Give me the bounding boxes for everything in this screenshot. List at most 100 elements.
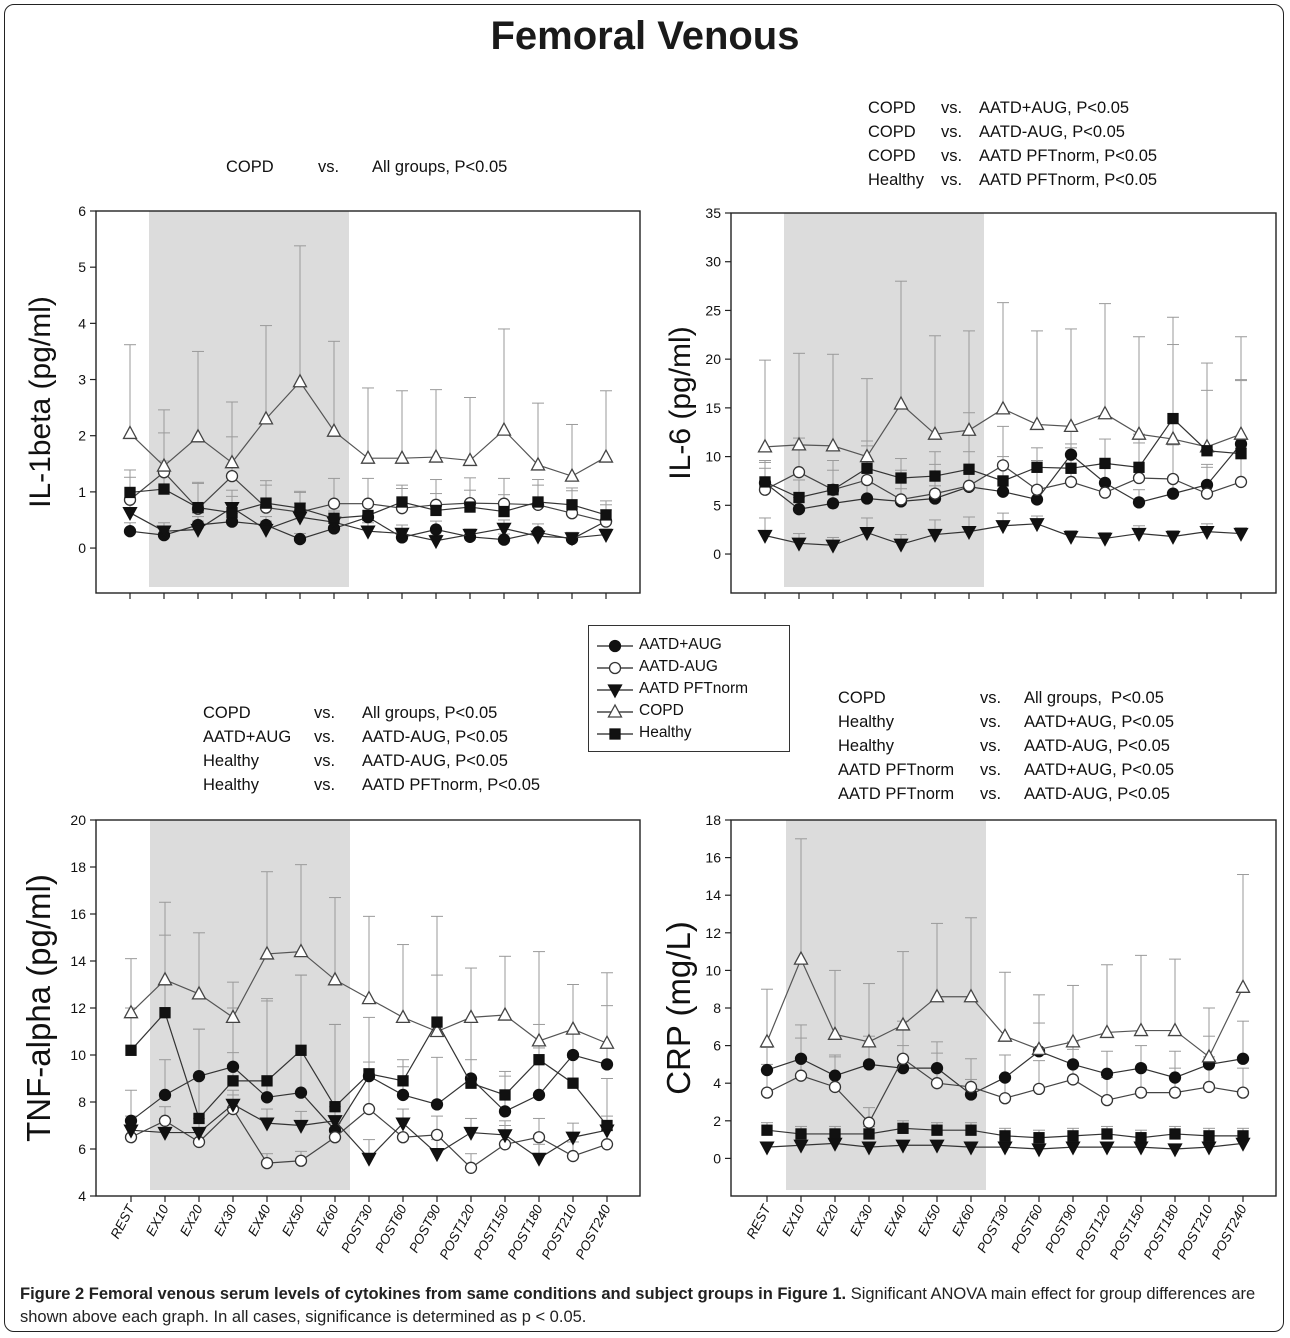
data-point <box>326 422 342 437</box>
data-point <box>327 971 343 986</box>
data-point <box>158 1114 172 1127</box>
data-point <box>530 456 546 471</box>
data-point <box>996 459 1010 472</box>
x-tick-label: POST60 <box>1008 1202 1046 1255</box>
chart-tnf: 4 6 8 10 12 14 16 18 20 REST EX10 EX20 EX30 EX40 EX50 E… <box>20 812 641 1262</box>
legend-symbol <box>597 661 633 675</box>
data-point <box>1133 461 1145 473</box>
exercise-shaded-region <box>784 213 984 587</box>
versus-label: vs. <box>980 689 1002 707</box>
y-tick-label: 2 <box>78 428 86 444</box>
exercise-shaded-region <box>149 211 349 587</box>
data-point <box>191 1126 207 1141</box>
y-tick-label: 14 <box>705 887 721 903</box>
data-point <box>792 503 806 516</box>
y-tick-label: 16 <box>70 906 86 922</box>
comparison-group-b: AATD-AUG, P<0.05 <box>1024 785 1170 803</box>
versus-label: vs. <box>941 99 963 117</box>
data-point <box>1199 525 1215 540</box>
data-point <box>1066 1073 1080 1086</box>
data-point <box>258 523 274 538</box>
data-point <box>192 1070 206 1083</box>
data-point <box>293 1119 309 1134</box>
data-point <box>225 1098 241 1113</box>
data-point <box>995 400 1011 415</box>
data-point <box>963 1141 979 1156</box>
data-point <box>397 1075 409 1087</box>
data-point <box>961 421 977 436</box>
data-point <box>997 1027 1013 1042</box>
data-point <box>428 448 444 463</box>
data-point <box>496 421 512 436</box>
data-point <box>1131 425 1147 440</box>
data-point <box>897 1122 909 1134</box>
data-point <box>1201 445 1213 457</box>
data-point <box>998 1092 1012 1105</box>
figure-title: Femoral Venous <box>490 14 800 58</box>
data-point <box>793 950 809 965</box>
data-point <box>463 1126 479 1141</box>
y-tick-label: 30 <box>705 254 721 270</box>
versus-label: vs. <box>980 785 1002 803</box>
data-point <box>462 452 478 467</box>
data-point <box>227 1075 239 1087</box>
data-point <box>1066 1058 1080 1071</box>
data-point <box>224 454 240 469</box>
data-point <box>430 1128 444 1142</box>
data-point <box>360 449 376 464</box>
data-point <box>260 1156 274 1170</box>
data-point <box>601 1119 613 1132</box>
data-point <box>1132 496 1146 509</box>
legend-marker <box>607 703 623 718</box>
data-point <box>1029 518 1045 533</box>
data-point <box>394 449 410 464</box>
y-tick-label: 4 <box>78 1188 86 1204</box>
data-point <box>962 479 976 492</box>
data-point <box>963 463 975 475</box>
data-point <box>1065 1141 1081 1156</box>
figure-frame <box>4 4 1284 1332</box>
data-point <box>893 538 909 553</box>
y-tick-label: 12 <box>70 1000 86 1016</box>
x-tick-label: EX50 <box>279 1202 308 1239</box>
data-point <box>1033 1132 1045 1144</box>
data-point <box>1166 472 1180 486</box>
comparison-group-b: AATD PFTnorm, P<0.05 <box>979 147 1158 165</box>
data-point <box>895 1016 911 1031</box>
data-point <box>394 527 410 542</box>
comparison-group-a: COPD <box>838 689 886 707</box>
data-point <box>1167 1022 1183 1037</box>
y-axis-label: IL-6 (pg/ml) <box>664 326 697 479</box>
versus-label: vs. <box>941 123 963 141</box>
data-point <box>123 525 137 538</box>
data-point <box>794 1052 808 1065</box>
legend-item: Healthy <box>597 723 787 745</box>
data-point <box>293 943 309 958</box>
data-point <box>225 470 239 483</box>
data-point <box>930 1062 944 1075</box>
y-tick-label: 5 <box>78 259 86 275</box>
comparison-group-a: COPD <box>868 99 916 117</box>
versus-label: vs. <box>318 158 340 176</box>
comparison-group-a: AATD+AUG <box>203 728 292 746</box>
exercise-shaded-region <box>786 820 986 1190</box>
x-tick-label: EX60 <box>313 1202 342 1239</box>
data-point <box>396 1088 410 1102</box>
data-point <box>294 1086 308 1099</box>
y-axis-label: IL-1beta (pg/ml) <box>24 296 57 508</box>
legend-item: AATD+AUG <box>597 635 787 657</box>
comparison-group-a: Healthy <box>838 737 894 755</box>
y-tick-label: 10 <box>705 962 721 978</box>
data-point <box>328 512 340 524</box>
comparison-group-a: Healthy <box>203 776 259 794</box>
data-point <box>825 437 841 452</box>
data-point <box>1234 475 1248 489</box>
x-tick-label: EX20 <box>813 1202 842 1239</box>
data-point <box>760 1063 774 1077</box>
data-point <box>532 1088 546 1102</box>
data-point <box>894 493 908 506</box>
data-point <box>327 1115 343 1130</box>
data-point <box>1100 1093 1114 1107</box>
data-point <box>157 971 173 986</box>
